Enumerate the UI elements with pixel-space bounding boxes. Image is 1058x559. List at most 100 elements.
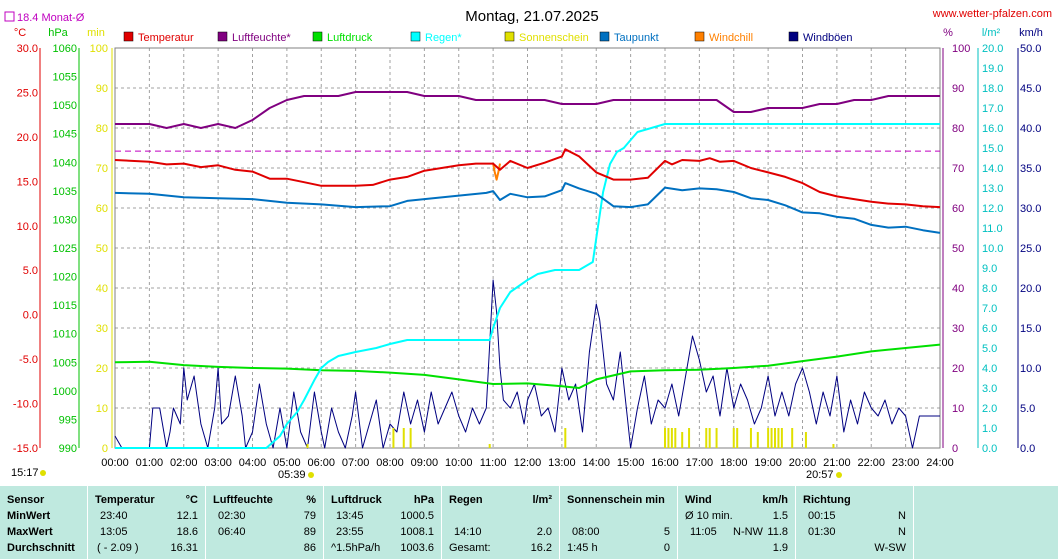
x-tick-label: 11:00 [480,457,507,469]
y-tick-label: 1025 [53,243,77,255]
x-tick-label: 12:00 [514,457,542,469]
press-max-value: 1008.1 [400,526,434,538]
series-regen [115,123,940,449]
y-tick-label: 90 [952,83,964,95]
header-temp-unit: °C [185,494,198,506]
dir-max-value: N [898,526,906,538]
legend-label: Temperatur [138,32,194,44]
x-tick-label: 03:00 [204,457,232,469]
sunshine-bar [409,428,412,448]
row-label-min: MinWert [7,510,51,522]
dir-max-time: 01:30 [808,526,836,538]
chart-title: Montag, 21.07.2025 [465,8,598,25]
y-tick-label: 1020 [53,272,77,284]
y-tick-label: 13.0 [982,183,1003,195]
legend-swatch [123,31,134,42]
dir-avg-value: W-SW [874,542,906,554]
sunshine-bar [780,428,783,448]
y-tick-label: 1015 [53,300,77,312]
x-tick-label: 16:00 [651,457,679,469]
sun-icon [40,470,46,476]
series-luftfeuchte [115,91,940,129]
rain-total-label: Gesamt: [449,542,491,554]
plot-area [114,47,941,449]
x-tick-label: 00:00 [101,457,129,469]
sunshine-bar [488,444,491,448]
y-tick-label: 5.0 [1020,403,1035,415]
x-tick-label: 19:00 [754,457,782,469]
hum-max-value: 89 [303,526,316,538]
sun-max-value: 5 [663,526,670,538]
y-tick-label: 30.0 [1020,203,1041,215]
sunshine-bar [674,428,677,448]
y-tick-label: 1000 [53,386,77,398]
header-temperature: Temperatur [95,494,155,506]
y-tick-label: 19.0 [982,63,1003,75]
y-tick-label: 100 [90,43,108,55]
row-label-max: MaxWert [7,526,53,538]
y-tick-label: 5.0 [982,343,997,355]
legend-swatch [312,31,323,42]
y-tick-label: 20 [952,363,964,375]
legend-swatch [694,31,705,42]
hum-min-time: 02:30 [218,510,246,522]
press-unit-label: hPa [48,27,68,39]
y-tick-label: 5.0 [23,265,38,277]
y-tick-label: 1.0 [982,423,997,435]
header-wind: Wind [685,494,712,506]
y-tick-label: 40.0 [1020,123,1041,135]
wind-avg-value: 1.9 [772,542,788,554]
header-rain: Regen [449,494,483,506]
legend-swatch [788,31,799,42]
y-tick-label: 15.0 [982,143,1003,155]
sun-markers: 15:17 05:39 20:57 [11,467,842,481]
y-tick-label: 40 [96,283,108,295]
x-tick-label: 14:00 [582,457,610,469]
header-sensor: Sensor [7,494,45,506]
y-tick-label: 90 [96,83,108,95]
header-rain-unit: l/m² [532,494,552,506]
press-avg-value: 1003.6 [400,542,434,554]
y-tick-label: 35.0 [1020,163,1041,175]
y-tick-label: 80 [96,123,108,135]
temp-max-value: 18.6 [176,526,198,538]
y-tick-label: 30 [952,323,964,335]
y-tick-label: 11.0 [982,223,1003,235]
legend: Temperatur Luftfeuchte* Luftdruck Regen* Son… [123,31,853,44]
sunshine-bar [770,428,773,448]
sunrise-label: 05:39 [278,469,306,481]
plot-frame [114,47,941,449]
col-separator [913,486,914,559]
y-tick-label: 30.0 [17,43,38,55]
y-tick-label: 60 [96,203,108,215]
y-tick-label: 12.0 [982,203,1003,215]
sunset-label: 20:57 [806,469,834,481]
x-tick-label: 04:00 [239,457,267,469]
y-tick-label: 4.0 [982,363,997,375]
y-tick-label: 0.0 [982,443,997,455]
x-tick-label: 17:00 [686,457,714,469]
legend-label: Taupunkt [614,32,659,44]
sunshine-bar [777,428,780,448]
temp-unit-label: °C [14,27,26,39]
sunshine-bar [708,428,711,448]
y-tick-label: 10 [96,403,108,415]
sunshine-bar [832,444,835,448]
y-tick-label: 20 [96,363,108,375]
sunshine-bar [774,428,776,448]
y-tick-label: 1060 [53,43,77,55]
header-sunshine: Sonnenschein min [567,494,665,506]
header-humidity: Luftfeuchte [213,494,273,506]
header-wind-unit: km/h [762,494,788,506]
hum-avg-value: 86 [303,542,316,554]
y-tick-label: 995 [59,414,77,426]
y-tick-label: 9.0 [982,263,997,275]
sunshine-bar [688,428,691,448]
y-tick-label: 15.0 [17,176,38,188]
press-min-value: 1000.5 [400,510,434,522]
sunshine-bar [767,428,770,448]
legend-swatch [504,31,515,42]
y-tick-label: 1010 [53,329,77,341]
sunshine-bar [564,428,567,448]
x-tick-label: 10:00 [445,457,473,469]
